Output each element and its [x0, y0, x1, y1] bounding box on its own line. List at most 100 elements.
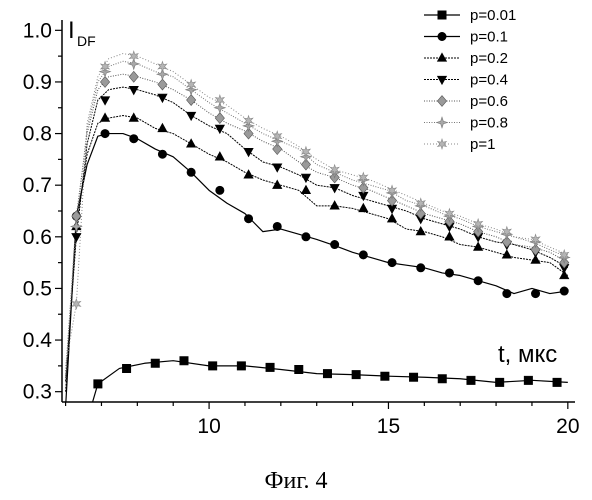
- data-point-p=0.4: [273, 164, 282, 172]
- data-point-p=0.2: [387, 214, 396, 222]
- x-axis-label: t, мкс: [498, 341, 557, 368]
- y-tick-label: 0.9: [23, 71, 52, 94]
- data-point-p=0.01: [467, 376, 475, 384]
- data-point-p=0.6: [215, 113, 224, 124]
- data-point-p=0.1: [216, 186, 224, 194]
- data-point-p=0.2: [359, 203, 368, 211]
- data-point-p=0.8: [71, 221, 82, 232]
- data-point-p=0.1: [359, 251, 367, 259]
- legend-label: p=0.01: [470, 7, 516, 24]
- y-tick-label: 0.5: [23, 277, 52, 300]
- y-tick-label: 0.6: [23, 226, 52, 249]
- data-point-p=0.01: [352, 370, 360, 378]
- data-point-p=0.4: [187, 112, 196, 120]
- data-point-p=0.4: [100, 97, 109, 105]
- data-point-p=0.01: [409, 373, 417, 381]
- data-point-p=0.01: [495, 378, 503, 386]
- y-tick-label: 0.8: [23, 123, 52, 146]
- data-point-p=0.1: [503, 289, 511, 297]
- series-line-p=0.1: [66, 134, 568, 408]
- data-point-p=0.2: [215, 152, 224, 160]
- data-point-p=0.1: [273, 222, 281, 230]
- legend-label: p=0.1: [470, 29, 508, 46]
- data-point-p=0.1: [330, 240, 338, 248]
- legend-marker-p=0.6: [437, 96, 446, 107]
- data-point-p=0.01: [122, 364, 130, 372]
- data-point-p=0.2: [244, 170, 253, 178]
- data-point-p=0.01: [295, 365, 303, 373]
- data-point-p=0.4: [330, 184, 339, 192]
- legend-marker-p=0.01: [438, 11, 446, 19]
- data-point-p=1: [129, 51, 138, 61]
- legend-marker-p=0.1: [438, 32, 446, 40]
- data-point-p=0.2: [129, 113, 138, 121]
- data-point-p=0.01: [208, 362, 216, 370]
- legend-marker-p=0.8: [437, 117, 448, 128]
- data-point-p=0.6: [100, 76, 109, 87]
- data-point-p=0.1: [101, 129, 109, 137]
- data-point-p=0.1: [417, 264, 425, 272]
- data-point-p=0.2: [301, 185, 310, 193]
- data-point-p=0.1: [445, 269, 453, 277]
- data-point-p=0.1: [388, 258, 396, 266]
- y-axis-label: I: [68, 17, 75, 44]
- data-point-p=0.01: [151, 359, 159, 367]
- data-point-p=0.4: [72, 233, 81, 241]
- data-point-p=0.01: [323, 369, 331, 377]
- legend-marker-p=0.2: [437, 53, 446, 61]
- data-point-p=0.1: [158, 150, 166, 158]
- data-point-p=0.4: [129, 86, 138, 94]
- data-point-p=1: [101, 61, 110, 71]
- data-point-p=0.01: [94, 380, 102, 388]
- data-point-p=1: [302, 147, 311, 157]
- data-point-p=0.01: [553, 378, 561, 386]
- y-tick-label: 0.7: [23, 174, 52, 197]
- data-point-p=1: [244, 116, 253, 126]
- data-point-p=1: [158, 61, 167, 71]
- data-point-p=1: [187, 79, 196, 89]
- y-tick-label: 1.0: [23, 19, 52, 42]
- x-tick-label: 20: [556, 415, 579, 438]
- legend: p=0.01 p=0.1 p=0.2 p=0.4 p=0.6 p=0.8 p=1: [424, 7, 516, 153]
- y-tick-label: 0.4: [23, 329, 53, 352]
- data-point-p=0.4: [244, 148, 253, 156]
- series-line-p=0.2: [66, 116, 568, 392]
- legend-label: p=0.6: [470, 93, 508, 110]
- figure-caption: Фиг. 4: [265, 468, 328, 494]
- legend-label: p=0.8: [470, 115, 508, 132]
- data-point-p=1: [215, 95, 224, 105]
- data-point-p=0.01: [180, 357, 188, 365]
- data-point-p=0.1: [474, 276, 482, 284]
- data-point-p=0.2: [445, 232, 454, 240]
- data-point-p=0.6: [158, 79, 167, 90]
- data-point-p=0.01: [438, 375, 446, 383]
- data-point-p=0.01: [266, 363, 274, 371]
- data-point-p=0.01: [381, 372, 389, 380]
- data-point-p=0.1: [187, 168, 195, 176]
- data-point-p=0.1: [302, 233, 310, 241]
- legend-marker-p=0.4: [437, 76, 446, 84]
- data-point-p=0.1: [531, 289, 539, 297]
- data-point-p=0.2: [100, 113, 109, 121]
- data-point-p=0.6: [187, 95, 196, 106]
- legend-label: p=0.2: [470, 50, 508, 67]
- data-point-p=0.01: [237, 362, 245, 370]
- x-tick-label: 10: [197, 415, 220, 438]
- legend-label: p=1: [470, 136, 495, 153]
- x-tick-label: 15: [377, 415, 400, 438]
- data-point-p=0.6: [129, 71, 138, 82]
- data-point-p=0.1: [130, 135, 138, 143]
- y-axis-label-subscript: DF: [77, 33, 96, 49]
- data-point-p=0.4: [158, 94, 167, 102]
- data-point-p=0.1: [244, 215, 252, 223]
- data-point-p=0.4: [301, 174, 310, 182]
- data-point-p=0.2: [273, 180, 282, 188]
- legend-label: p=0.4: [470, 72, 508, 89]
- data-point-p=0.01: [524, 376, 532, 384]
- data-point-p=0.2: [187, 139, 196, 147]
- data-point-p=0.1: [560, 287, 568, 295]
- data-point-p=0.2: [330, 201, 339, 209]
- data-point-p=1: [72, 299, 81, 309]
- y-tick-label: 0.3: [23, 381, 52, 404]
